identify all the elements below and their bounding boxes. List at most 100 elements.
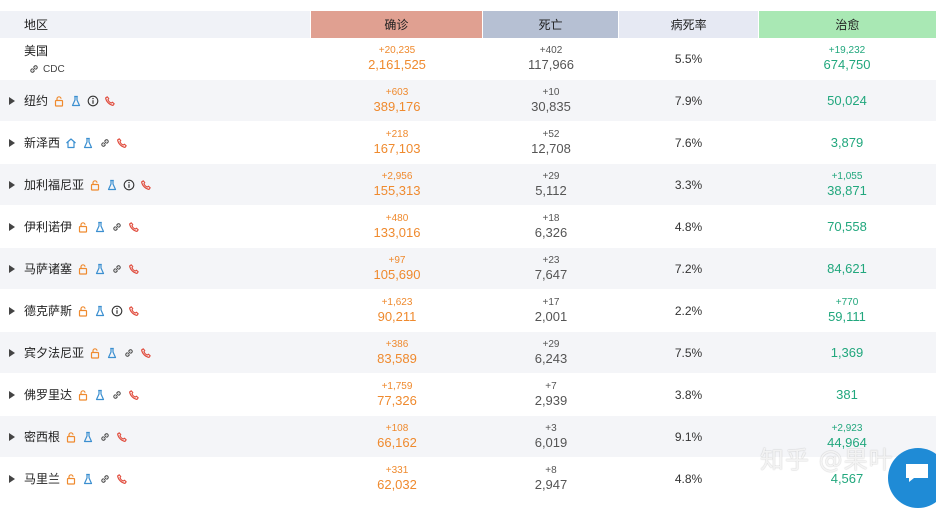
expand-triangle-icon[interactable] [9, 138, 15, 147]
link-icon[interactable] [111, 389, 123, 401]
lock-icon[interactable] [77, 221, 89, 233]
lock-icon[interactable] [77, 263, 89, 275]
flask-icon[interactable] [94, 263, 106, 275]
region-name[interactable]: 密西根 [24, 430, 61, 444]
region-name[interactable]: 新泽西 [24, 136, 61, 150]
phone-icon[interactable] [116, 431, 128, 443]
info-icon[interactable] [123, 179, 135, 191]
region-name[interactable]: 宾夕法尼亚 [24, 346, 85, 360]
phone-icon[interactable] [128, 263, 140, 275]
table-body: 美国 CDC +20,235 2,161,525 +402 117,966 5.5% +19,… [0, 38, 936, 500]
region-name[interactable]: 佛罗里达 [24, 388, 73, 402]
expand-triangle-icon[interactable] [9, 474, 15, 483]
flask-icon[interactable] [70, 95, 82, 107]
region-cell: 佛罗里达 [0, 374, 311, 415]
region-name[interactable]: 马萨诸塞 [24, 262, 73, 276]
link-icon[interactable] [99, 473, 111, 485]
region-name[interactable]: 德克萨斯 [24, 304, 73, 318]
link-icon[interactable] [99, 431, 111, 443]
confirmed-delta: +1,623 [381, 296, 413, 308]
phone-icon[interactable] [104, 95, 116, 107]
lock-icon[interactable] [77, 305, 89, 317]
phone-icon[interactable] [140, 347, 152, 359]
expand-triangle-icon[interactable] [9, 306, 15, 315]
phone-icon[interactable] [140, 179, 152, 191]
recovered-total: 59,111 [828, 308, 866, 324]
table-row[interactable]: 佛罗里达 +1,759 77,326 +7 2,939 3.8% 381 [0, 374, 936, 416]
header-fatality-rate[interactable]: 病死率 [619, 11, 758, 38]
flask-icon[interactable] [94, 305, 106, 317]
link-icon[interactable] [111, 263, 123, 275]
lock-icon[interactable] [65, 431, 77, 443]
recovered-total: 38,871 [827, 182, 867, 198]
expand-triangle-icon[interactable] [9, 180, 15, 189]
flask-icon[interactable] [82, 473, 94, 485]
table-row[interactable]: 美国 CDC +20,235 2,161,525 +402 117,966 5.5% +19,… [0, 38, 936, 80]
table-row[interactable]: 德克萨斯 +1,623 90,211 +17 2,001 2.2% +770 59,111 [0, 290, 936, 332]
fatality-rate-cell: 7.5% [619, 332, 758, 373]
phone-icon[interactable] [128, 305, 140, 317]
lock-icon[interactable] [53, 95, 65, 107]
recovered-cell: 84,621 [758, 248, 936, 289]
recovered-delta: +1,055 [831, 170, 863, 182]
phone-icon[interactable] [128, 389, 140, 401]
recovered-total: 381 [836, 386, 858, 402]
fatality-rate-cell: 2.2% [619, 290, 758, 331]
fatality-rate-cell: 9.1% [619, 416, 758, 457]
header-region[interactable]: 地区 [0, 11, 310, 38]
expand-triangle-icon[interactable] [9, 390, 15, 399]
table-row[interactable]: 新泽西 +218 167,103 +52 12,708 7.6% 3,879 [0, 122, 936, 164]
table-row[interactable]: 伊利诺伊 +480 133,016 +18 6,326 4.8% 70,558 [0, 206, 936, 248]
expand-triangle-icon[interactable] [9, 222, 15, 231]
lock-icon[interactable] [89, 347, 101, 359]
confirmed-delta: +20,235 [378, 44, 416, 56]
confirmed-delta: +2,956 [381, 170, 413, 182]
expand-triangle-icon[interactable] [9, 348, 15, 357]
table-row[interactable]: 纽约 +603 389,176 +10 30,835 7.9% 50,024 [0, 80, 936, 122]
deaths-total: 30,835 [531, 98, 571, 114]
lock-icon[interactable] [65, 473, 77, 485]
confirmed-delta: +97 [388, 254, 406, 266]
region-name[interactable]: 加利福尼亚 [24, 178, 85, 192]
flask-icon[interactable] [82, 431, 94, 443]
table-row[interactable]: 加利福尼亚 +2,956 155,313 +29 5,112 3.3% +1,055 38,8… [0, 164, 936, 206]
header-deaths[interactable]: 死亡 [482, 11, 619, 38]
flask-icon[interactable] [94, 221, 106, 233]
flask-icon[interactable] [106, 179, 118, 191]
header-recovered[interactable]: 治愈 [758, 11, 936, 38]
phone-icon[interactable] [116, 137, 128, 149]
link-icon[interactable] [123, 347, 135, 359]
flask-icon[interactable] [106, 347, 118, 359]
cdc-link[interactable]: CDC [28, 63, 311, 75]
link-icon[interactable] [99, 137, 111, 149]
phone-icon[interactable] [116, 473, 128, 485]
home-icon[interactable] [65, 137, 77, 149]
deaths-delta: +7 [545, 380, 557, 392]
recovered-delta: +2,923 [831, 422, 863, 434]
lock-icon[interactable] [77, 389, 89, 401]
recovered-cell: 3,879 [758, 122, 936, 163]
phone-icon[interactable] [128, 221, 140, 233]
expand-triangle-icon[interactable] [9, 264, 15, 273]
fatality-rate-value: 4.8% [674, 219, 703, 234]
table-row[interactable]: 马萨诸塞 +97 105,690 +23 7,647 7.2% 84,621 [0, 248, 936, 290]
expand-triangle-icon[interactable] [9, 96, 15, 105]
info-icon[interactable] [111, 305, 123, 317]
info-icon[interactable] [87, 95, 99, 107]
region-line: 马里兰 [9, 470, 311, 487]
region-name[interactable]: 伊利诺伊 [24, 220, 73, 234]
region-name[interactable]: 美国 [24, 44, 49, 58]
confirmed-total: 2,161,525 [368, 56, 426, 72]
region-name[interactable]: 纽约 [24, 94, 49, 108]
lock-icon[interactable] [89, 179, 101, 191]
region-cell: 纽约 [0, 80, 311, 121]
header-confirmed[interactable]: 确诊 [310, 11, 482, 38]
table-row[interactable]: 密西根 +108 66,162 +3 6,019 9.1% +2,923 44,964 [0, 416, 936, 458]
link-icon[interactable] [111, 221, 123, 233]
flask-icon[interactable] [94, 389, 106, 401]
table-row[interactable]: 宾夕法尼亚 +386 83,589 +29 6,243 7.5% 1,369 [0, 332, 936, 374]
flask-icon[interactable] [82, 137, 94, 149]
expand-triangle-icon[interactable] [9, 432, 15, 441]
region-name[interactable]: 马里兰 [24, 472, 61, 486]
link-icon [28, 63, 40, 75]
